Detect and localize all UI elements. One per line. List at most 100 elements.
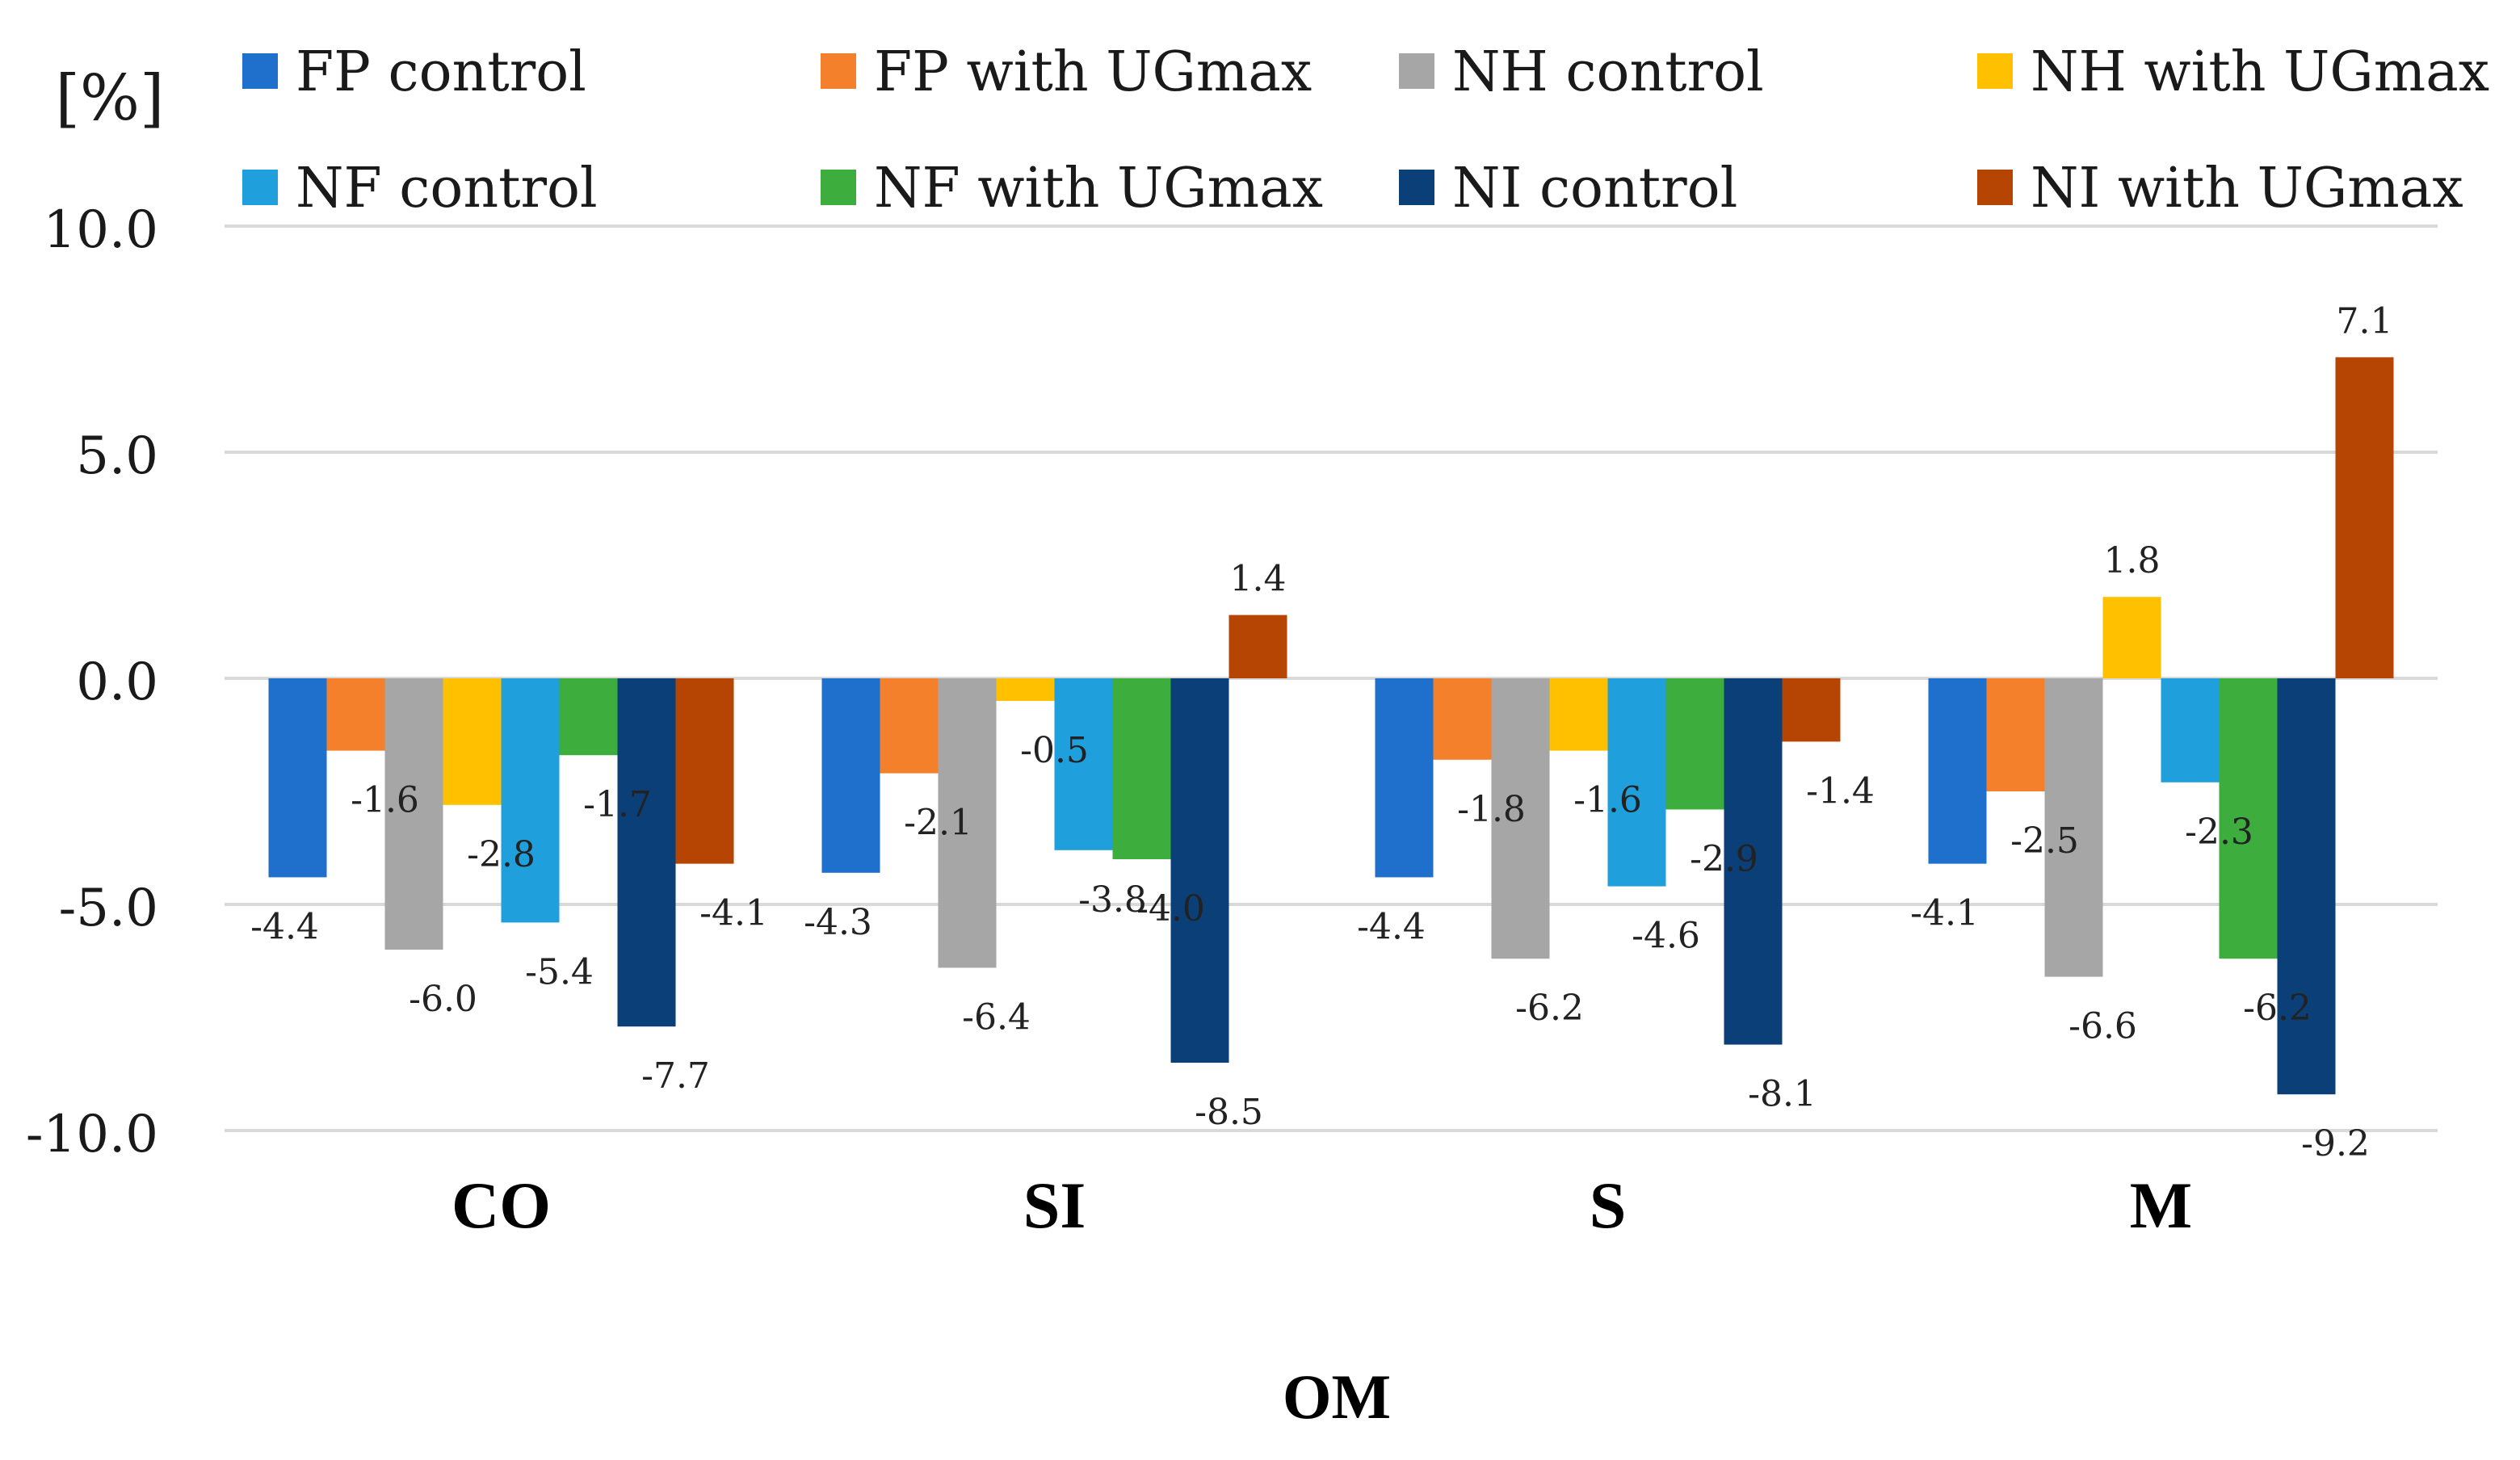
data-label: -2.3 — [2185, 812, 2253, 853]
data-label: -7.7 — [641, 1055, 710, 1097]
data-label: -6.2 — [2243, 988, 2312, 1029]
data-label: -5.4 — [525, 951, 594, 992]
data-label: 1.8 — [2104, 540, 2161, 581]
legend-swatch — [1399, 53, 1434, 89]
data-label: -4.4 — [1357, 906, 1426, 947]
data-label: -0.5 — [1020, 730, 1089, 771]
bar-ni-control-co — [617, 678, 676, 1027]
bar-nf-with-ugmax-co — [559, 678, 618, 756]
bar-fp-control-m — [1928, 678, 1987, 864]
bar-ni-control-s — [1724, 678, 1783, 1045]
legend-label: NI with UGmax — [2031, 157, 2463, 220]
data-label: 1.4 — [1230, 559, 1287, 600]
x-tick-label-si: SI — [1023, 1168, 1086, 1242]
data-label: -8.5 — [1195, 1092, 1263, 1133]
y-tick-label: 0.0 — [76, 652, 158, 712]
data-label: -1.6 — [351, 780, 419, 821]
data-label: -6.6 — [2068, 1006, 2137, 1047]
data-label: -2.5 — [2010, 820, 2079, 862]
y-axis-ticks: 10.0 5.0 0.0 -5.0 -10.0 — [26, 200, 158, 1164]
legend-item-nf-with-ugmax: NF with UGmax — [821, 157, 1323, 220]
legend-item-ni-control: NI control — [1399, 157, 1737, 220]
bar-nh-with-ugmax-si — [996, 678, 1055, 701]
data-label: -6.4 — [962, 996, 1031, 1038]
bar-fp-with-ugmax-m — [1986, 678, 2045, 791]
legend-item-nh-with-ugmax: NH with UGmax — [1977, 40, 2489, 104]
bar-nh-control-si — [938, 678, 997, 968]
data-label: -8.1 — [1748, 1074, 1816, 1115]
bar-fp-with-ugmax-s — [1433, 678, 1492, 760]
legend-swatch — [242, 53, 278, 89]
bar-nf-control-s — [1607, 678, 1666, 887]
data-label: -1.6 — [1573, 780, 1642, 821]
data-label: -4.0 — [1136, 888, 1205, 929]
bar-fp-control-co — [268, 678, 327, 878]
data-label: -4.3 — [804, 902, 872, 943]
legend-item-nh-control: NH control — [1399, 40, 1764, 104]
x-axis-ticks: CO SI S M — [452, 1168, 2192, 1242]
bar-nf-with-ugmax-si — [1112, 678, 1171, 859]
y-tick-label: 5.0 — [76, 426, 158, 486]
bar-ni-with-ugmax-si — [1228, 615, 1287, 678]
y-axis-label: [%] — [56, 62, 165, 135]
legend-item-fp-control: FP control — [242, 40, 586, 104]
bar-nf-control-co — [501, 678, 560, 923]
legend-label: NF control — [296, 157, 598, 220]
data-label: -4.1 — [1910, 893, 1979, 934]
bar-nf-with-ugmax-m — [2219, 678, 2278, 959]
legend-label: FP control — [296, 40, 586, 104]
bar-nf-control-m — [2161, 678, 2220, 782]
data-label: -3.8 — [1078, 879, 1147, 921]
data-labels: -4.4 -1.6 -6.0 -2.8 -5.4 -1.7 -7.7 -4.1 -4.3 -2.1… — [250, 300, 2392, 1164]
bar-ni-with-ugmax-s — [1782, 678, 1841, 742]
bar-ni-with-ugmax-co — [675, 678, 734, 864]
y-tick-label: -5.0 — [59, 879, 158, 938]
bar-nf-with-ugmax-s — [1665, 678, 1724, 810]
bar-fp-control-si — [821, 678, 880, 873]
bar-fp-with-ugmax-co — [326, 678, 385, 751]
data-label: -4.4 — [250, 906, 319, 947]
bar-nh-with-ugmax-co — [443, 678, 502, 805]
legend-label: FP with UGmax — [874, 40, 1312, 104]
bar-fp-with-ugmax-si — [880, 678, 939, 774]
data-label: -1.7 — [583, 784, 652, 825]
x-tick-label-m: M — [2130, 1168, 2192, 1242]
y-tick-label: 10.0 — [44, 200, 159, 260]
data-label: -2.9 — [1690, 838, 1758, 879]
data-label: -1.4 — [1806, 770, 1875, 812]
bar-nh-control-s — [1491, 678, 1550, 959]
legend-item-nf-control: NF control — [242, 157, 598, 220]
x-tick-label-s: S — [1590, 1168, 1627, 1242]
bar-ni-control-m — [2277, 678, 2336, 1095]
bars — [268, 357, 2394, 1095]
data-label: -4.6 — [1632, 916, 1700, 957]
bar-fp-control-s — [1375, 678, 1434, 878]
bar-nf-control-si — [1054, 678, 1113, 850]
data-label: -6.2 — [1515, 988, 1584, 1029]
data-label: -6.0 — [409, 979, 477, 1020]
data-label: -1.8 — [1457, 789, 1526, 830]
legend-label: NF with UGmax — [874, 157, 1323, 220]
legend-item-fp-with-ugmax: FP with UGmax — [821, 40, 1312, 104]
legend-label: NH control — [1452, 40, 1764, 104]
bar-ni-control-si — [1170, 678, 1229, 1063]
bar-nh-control-co — [384, 678, 443, 950]
legend-swatch — [1399, 170, 1434, 205]
data-label: -9.2 — [2301, 1123, 2370, 1164]
y-tick-label: -10.0 — [26, 1105, 158, 1164]
data-label: -2.1 — [904, 803, 972, 844]
legend-swatch — [1977, 170, 2013, 205]
legend-label: NH with UGmax — [2031, 40, 2489, 104]
legend-item-ni-with-ugmax: NI with UGmax — [1977, 157, 2463, 220]
legend: FP control FP with UGmax NH control NH with… — [242, 40, 2489, 220]
legend-label: NI control — [1452, 157, 1737, 220]
x-tick-label-co: CO — [452, 1168, 551, 1242]
legend-swatch — [1977, 53, 2013, 89]
bar-nh-with-ugmax-s — [1549, 678, 1608, 751]
legend-swatch — [821, 170, 856, 205]
legend-swatch — [821, 53, 856, 89]
data-label: 7.1 — [2337, 300, 2393, 342]
data-label: -2.8 — [467, 834, 536, 875]
bar-ni-with-ugmax-m — [2335, 357, 2394, 678]
